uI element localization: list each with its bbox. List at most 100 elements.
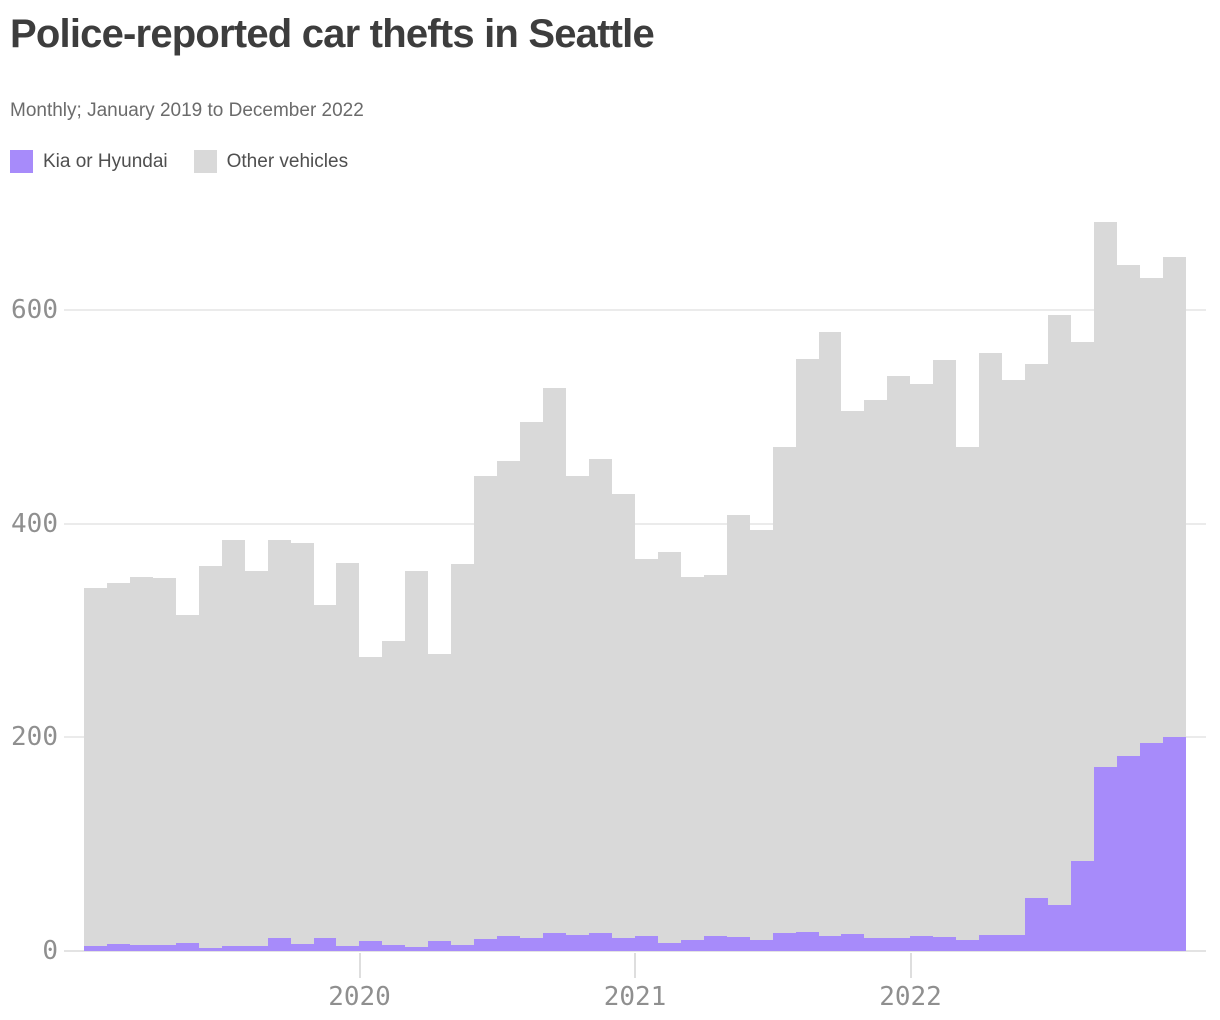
segment-other-vehicles [1002,379,1026,935]
bar-jul-2021 [772,446,796,951]
bar-jan-2019 [84,587,107,951]
segment-other-vehicles [359,657,383,942]
chart-legend: Kia or Hyundai Other vehicles [10,150,348,173]
segment-other-vehicles [405,570,429,947]
segment-other-vehicles [543,388,567,933]
segment-kia-hyundai [795,931,819,951]
bar-feb-2020 [382,641,406,951]
segment-other-vehicles [887,376,911,939]
legend-label: Kia or Hyundai [43,150,168,172]
legend-item-1: Other vehicles [193,150,348,173]
y-tick-label: 400 [11,508,58,539]
segment-other-vehicles [1093,221,1117,768]
segment-other-vehicles [818,331,842,936]
segment-kia-hyundai [84,945,107,951]
y-tick-label: 0 [42,936,58,966]
segment-other-vehicles [244,570,268,946]
bar-aug-2019 [244,570,268,951]
bar-apr-2019 [152,578,176,951]
x-tick-mark [909,953,912,978]
segment-kia-hyundai [956,940,980,951]
segment-other-vehicles [106,582,130,944]
segment-kia-hyundai [221,945,245,951]
bar-sep-2020 [543,388,567,951]
bar-dec-2021 [887,376,911,951]
bar-oct-2021 [841,410,865,951]
segment-other-vehicles [382,641,406,945]
bars-area [84,211,1186,951]
segment-other-vehicles [795,359,819,932]
segment-other-vehicles [84,587,107,946]
segment-other-vehicles [313,605,337,939]
segment-other-vehicles [841,410,865,934]
segment-other-vehicles [175,614,199,943]
legend-swatch-icon [193,150,217,173]
segment-other-vehicles [1116,265,1140,756]
segment-kia-hyundai [1116,755,1140,951]
segment-other-vehicles [588,458,612,933]
segment-kia-hyundai [106,943,130,951]
x-tick-label-2020: 2020 [328,982,391,1012]
segment-kia-hyundai [634,936,658,951]
segment-kia-hyundai [290,943,314,951]
bar-nov-2020 [588,458,612,951]
segment-kia-hyundai [1070,861,1094,951]
bar-oct-2022 [1116,265,1140,951]
bar-jul-2022 [1048,314,1071,951]
segment-other-vehicles [1025,363,1049,898]
segment-kia-hyundai [359,941,383,951]
segment-kia-hyundai [474,939,498,951]
x-tick-mark [358,953,361,978]
y-tick-label: 600 [11,295,58,326]
segment-kia-hyundai [152,944,176,951]
segment-kia-hyundai [543,932,567,951]
bar-nov-2022 [1139,278,1163,951]
bar-jan-2021 [634,559,658,951]
bar-sep-2019 [267,539,291,951]
segment-other-vehicles [864,399,888,939]
segment-kia-hyundai [910,936,934,951]
segment-kia-hyundai [979,935,1003,951]
segment-kia-hyundai [749,940,773,951]
segment-kia-hyundai [818,936,842,951]
bar-may-2022 [1002,379,1026,951]
bar-mar-2020 [405,570,429,951]
segment-other-vehicles [474,475,498,940]
segment-other-vehicles [772,446,796,933]
segment-other-vehicles [152,578,176,945]
segment-kia-hyundai [1025,897,1049,951]
segment-other-vehicles [1139,278,1163,743]
segment-kia-hyundai [244,945,268,951]
bar-jun-2020 [474,475,498,951]
segment-kia-hyundai [336,945,360,951]
y-tick-label: 200 [11,722,58,753]
segment-kia-hyundai [726,937,750,951]
segment-kia-hyundai [520,938,544,951]
bar-feb-2019 [106,582,130,951]
bar-oct-2019 [290,543,314,951]
segment-other-vehicles [1070,342,1094,862]
x-tick-label-2021: 2021 [603,982,667,1012]
segment-kia-hyundai [129,944,153,951]
legend-swatch-icon [10,150,33,173]
segment-kia-hyundai [1002,935,1026,951]
segment-kia-hyundai [680,940,704,951]
segment-other-vehicles [267,539,291,939]
bar-dec-2019 [336,563,360,951]
bar-nov-2019 [313,605,337,951]
segment-kia-hyundai [657,942,681,951]
bar-mar-2021 [680,577,704,951]
bar-jun-2019 [198,565,222,951]
segment-kia-hyundai [267,938,291,951]
segment-kia-hyundai [175,942,199,951]
bar-jul-2019 [221,539,245,951]
segment-other-vehicles [726,515,750,938]
segment-kia-hyundai [497,936,521,951]
segment-kia-hyundai [405,946,429,951]
bar-apr-2020 [428,654,452,951]
segment-other-vehicles [129,577,153,945]
segment-other-vehicles [1162,256,1186,738]
chart-subtitle: Monthly; January 2019 to December 2022 [10,100,364,121]
legend-item-0: Kia or Hyundai [10,150,168,173]
bar-apr-2022 [979,352,1003,951]
